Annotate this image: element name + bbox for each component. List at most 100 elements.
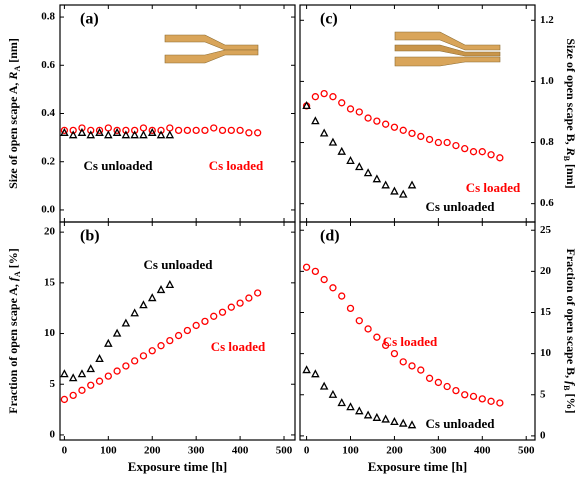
y-tick-label: 10 (44, 327, 56, 339)
y-axis-label-part: A (13, 66, 22, 72)
marker (302, 263, 311, 271)
y-tick-label: 0 (540, 429, 546, 441)
y-axis-label-part: [nm] (564, 161, 578, 189)
marker (328, 389, 338, 398)
y-axis-label: Size of open scape B, RB [nm] (562, 38, 579, 188)
marker (68, 130, 78, 139)
marker (166, 336, 174, 345)
marker (338, 292, 346, 300)
marker (398, 189, 408, 198)
marker (399, 126, 407, 134)
marker (130, 130, 139, 139)
inset-c (394, 31, 501, 67)
y-tick-label: 0.0 (41, 203, 55, 215)
y-tick-label: 20 (44, 226, 56, 238)
marker (122, 362, 130, 370)
marker (382, 341, 390, 350)
marker (183, 126, 192, 135)
marker (139, 130, 148, 139)
x-tick-label: 500 (518, 445, 535, 457)
marker (157, 126, 165, 135)
marker (399, 358, 407, 366)
marker (60, 395, 69, 404)
marker (363, 410, 373, 419)
marker (227, 303, 235, 311)
marker (373, 117, 381, 125)
marker (77, 127, 87, 136)
marker (139, 124, 148, 132)
y-tick-label: 15 (44, 276, 56, 288)
marker (104, 338, 113, 347)
marker (443, 138, 451, 147)
marker (311, 93, 320, 101)
marker (328, 137, 338, 146)
marker (95, 126, 104, 135)
marker (302, 100, 311, 110)
marker (443, 382, 451, 391)
marker (408, 129, 416, 138)
inset-a (164, 34, 259, 64)
marker (174, 331, 183, 340)
marker (461, 144, 469, 153)
marker (60, 126, 69, 135)
marker (320, 275, 328, 284)
panel-label: (b) (80, 228, 100, 245)
marker (346, 105, 355, 113)
y-axis-label-part: Fraction of open scape B, (564, 249, 578, 382)
marker (373, 333, 381, 341)
marker (390, 417, 399, 426)
marker (60, 127, 69, 136)
y-axis-label: Fraction of open scape B, fB [%] (562, 249, 579, 414)
marker (346, 304, 355, 313)
marker (156, 130, 166, 139)
marker (487, 397, 495, 405)
y-tick-label: 5 (50, 378, 56, 390)
annotation: Cs unloaded (84, 158, 154, 173)
y-tick-label: 0.6 (540, 197, 554, 209)
marker (95, 377, 104, 385)
y-axis-label-part: R (6, 72, 20, 81)
annotation: Cs loaded (383, 334, 438, 349)
marker (381, 414, 390, 423)
plot-frame (299, 221, 536, 441)
y-axis-label-part: B (562, 156, 571, 162)
x-tick-label: 100 (100, 445, 117, 457)
x-tick-label: 400 (474, 445, 491, 457)
marker (434, 138, 443, 147)
marker (147, 127, 157, 136)
marker (302, 365, 311, 374)
marker (104, 130, 113, 139)
x-tick-label: 300 (188, 445, 205, 457)
marker (113, 126, 121, 135)
marker (390, 123, 399, 131)
marker (355, 406, 364, 415)
panel-label: (a) (80, 11, 99, 28)
marker (372, 174, 382, 183)
marker (337, 398, 347, 407)
marker (104, 124, 112, 132)
y-axis-label-part: Fraction of open scape A, (6, 281, 20, 414)
panel-label: (c) (320, 11, 338, 28)
x-axis-label: Exposure time [h] (368, 459, 467, 474)
y-axis-label: Fraction of open scape A, fA [%] (6, 248, 23, 413)
marker (86, 364, 96, 373)
marker (398, 418, 408, 427)
marker (86, 130, 96, 139)
y-tick-label: 0.8 (41, 11, 55, 23)
marker (157, 342, 165, 350)
y-tick-label: 0.4 (41, 107, 55, 119)
marker (254, 129, 262, 137)
y-tick-label: 25 (540, 224, 552, 236)
marker (390, 186, 399, 195)
marker (210, 312, 218, 320)
marker (355, 162, 364, 171)
marker (364, 114, 372, 122)
marker (165, 130, 175, 139)
y-axis-label-part: B (562, 385, 571, 391)
x-tick-label: 100 (342, 445, 359, 457)
y-axis-label-part: Size of open scape A, (6, 80, 20, 189)
marker (165, 279, 175, 289)
marker (478, 395, 486, 403)
marker (122, 126, 130, 135)
marker (346, 155, 355, 165)
